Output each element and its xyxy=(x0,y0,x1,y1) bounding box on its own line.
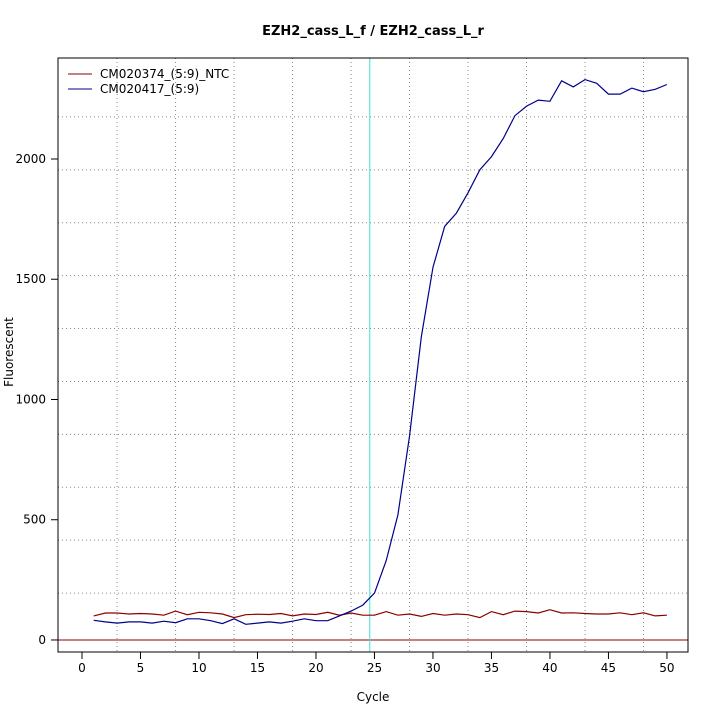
x-tick-label: 35 xyxy=(484,661,499,675)
x-tick-label: 45 xyxy=(601,661,616,675)
x-tick-label: 0 xyxy=(78,661,86,675)
y-tick-label: 500 xyxy=(23,513,46,527)
x-tick-label: 25 xyxy=(367,661,382,675)
plot-frame xyxy=(57,57,689,653)
y-axis-label: Fluorescent xyxy=(2,317,16,387)
x-tick-label: 30 xyxy=(425,661,440,675)
y-tick-label: 1000 xyxy=(15,392,46,406)
y-tick-label: 2000 xyxy=(15,152,46,166)
legend-label: CM020374_(5:9)_NTC xyxy=(100,67,229,81)
x-tick-label: 50 xyxy=(659,661,674,675)
x-axis-label: Cycle xyxy=(357,690,390,704)
y-tick-label: 0 xyxy=(38,633,46,647)
series-line xyxy=(93,609,667,619)
x-tick-label: 5 xyxy=(137,661,145,675)
y-tick-label: 1500 xyxy=(15,272,46,286)
x-tick-label: 20 xyxy=(308,661,323,675)
x-tick-label: 40 xyxy=(542,661,557,675)
series-line xyxy=(93,78,668,625)
chart-title: EZH2_cass_L_f / EZH2_cass_L_r xyxy=(262,24,484,39)
legend-label: CM020417_(5:9) xyxy=(100,82,199,96)
x-tick-label: 15 xyxy=(250,661,265,675)
x-tick-label: 10 xyxy=(191,661,206,675)
